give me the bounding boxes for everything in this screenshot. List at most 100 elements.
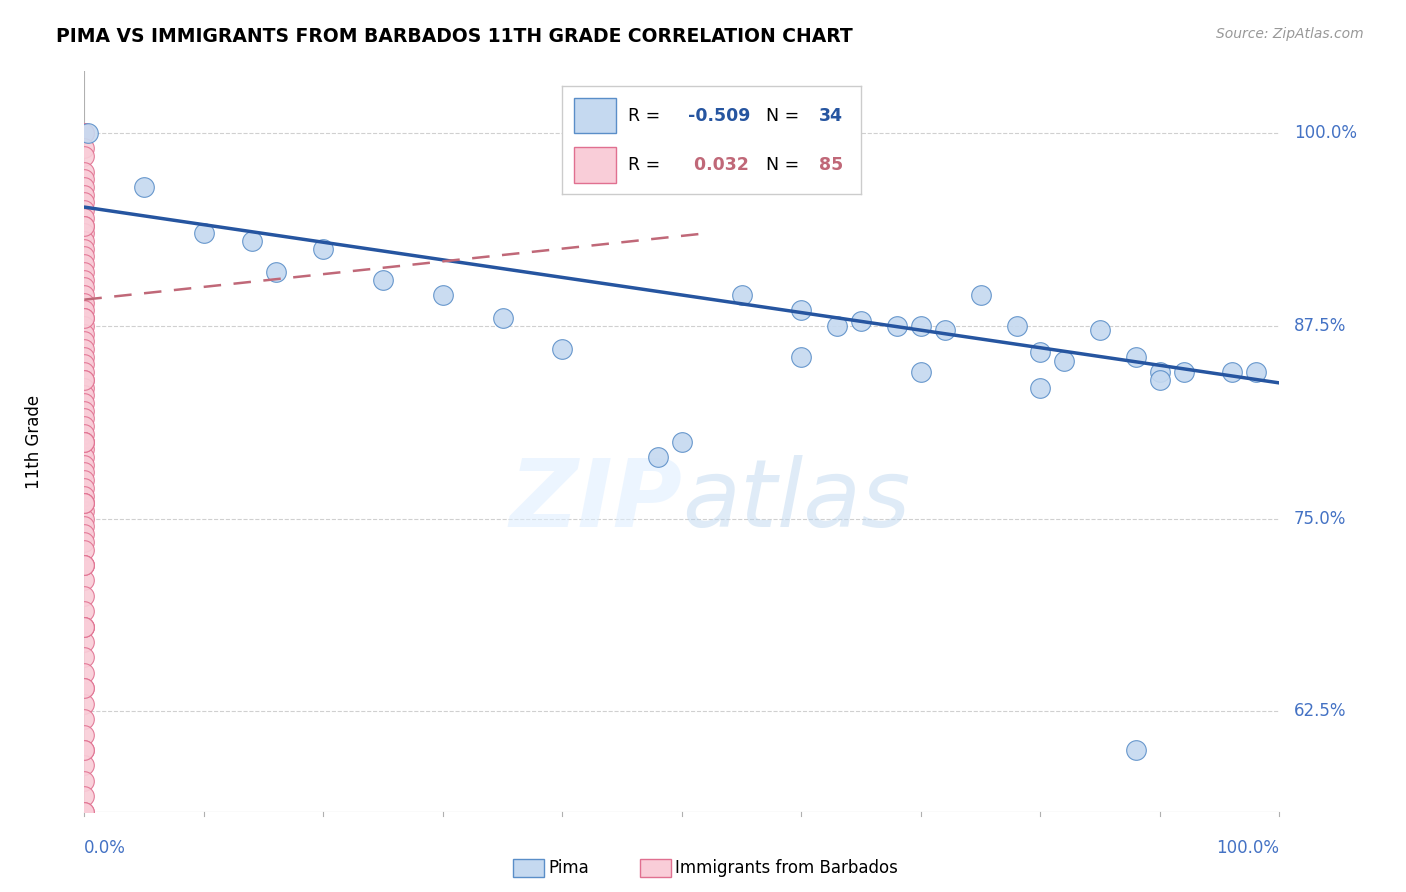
- Point: [73, 473, 96, 487]
- Point: [373, 272, 395, 286]
- Text: 87.5%: 87.5%: [1294, 317, 1346, 334]
- Point: [73, 665, 96, 680]
- Point: [73, 126, 96, 140]
- Point: [73, 195, 96, 210]
- Point: [73, 219, 96, 233]
- Point: [73, 434, 96, 449]
- Text: Source: ZipAtlas.com: Source: ZipAtlas.com: [1216, 27, 1364, 41]
- Point: [73, 180, 96, 194]
- Point: [264, 265, 287, 279]
- Point: [73, 466, 96, 480]
- Point: [1090, 324, 1112, 338]
- Point: [73, 650, 96, 665]
- Point: [73, 511, 96, 525]
- Point: [73, 396, 96, 410]
- Point: [73, 380, 96, 394]
- Point: [551, 342, 574, 356]
- Text: 100.0%: 100.0%: [1216, 839, 1279, 857]
- Point: [73, 620, 96, 634]
- Point: [73, 574, 96, 588]
- Point: [1244, 365, 1267, 379]
- Point: [1053, 354, 1076, 368]
- Point: [73, 697, 96, 711]
- Point: [73, 334, 96, 349]
- Point: [73, 758, 96, 772]
- Point: [73, 288, 96, 302]
- Point: [910, 365, 932, 379]
- Point: [647, 450, 669, 464]
- Point: [73, 373, 96, 387]
- Point: [910, 318, 932, 333]
- Point: [73, 589, 96, 603]
- Text: 100.0%: 100.0%: [1294, 124, 1357, 142]
- Point: [73, 141, 96, 155]
- Point: [73, 604, 96, 618]
- Point: [73, 311, 96, 326]
- Point: [73, 489, 96, 503]
- Point: [73, 519, 96, 533]
- Point: [827, 318, 849, 333]
- Point: [73, 681, 96, 696]
- Point: [73, 342, 96, 356]
- Point: [73, 358, 96, 372]
- Point: [73, 373, 96, 387]
- Point: [970, 288, 993, 302]
- Point: [73, 280, 96, 294]
- Point: [73, 442, 96, 457]
- Text: 0.0%: 0.0%: [84, 839, 127, 857]
- Point: [73, 149, 96, 163]
- Point: [73, 311, 96, 326]
- Point: [73, 558, 96, 572]
- Text: 11th Grade: 11th Grade: [25, 394, 44, 489]
- Point: [1005, 318, 1028, 333]
- Point: [73, 805, 96, 819]
- Text: Pima: Pima: [548, 859, 589, 877]
- Point: [73, 434, 96, 449]
- Point: [73, 365, 96, 379]
- Point: [73, 805, 96, 819]
- Point: [432, 288, 454, 302]
- Point: [73, 295, 96, 310]
- Point: [73, 496, 96, 510]
- Point: [73, 620, 96, 634]
- Point: [73, 558, 96, 572]
- Point: [73, 250, 96, 264]
- Point: [73, 496, 96, 510]
- Point: [73, 789, 96, 804]
- Point: [73, 481, 96, 495]
- Point: [73, 450, 96, 464]
- Text: Immigrants from Barbados: Immigrants from Barbados: [675, 859, 898, 877]
- Point: [312, 242, 335, 256]
- Point: [73, 265, 96, 279]
- Point: [1029, 345, 1052, 359]
- Point: [73, 303, 96, 318]
- Point: [492, 311, 515, 326]
- Point: [73, 257, 96, 271]
- Point: [790, 350, 813, 364]
- Point: [73, 203, 96, 218]
- Point: [1149, 365, 1171, 379]
- Point: [73, 326, 96, 341]
- Point: [731, 288, 754, 302]
- Point: [73, 743, 96, 757]
- Point: [671, 434, 693, 449]
- Point: [73, 712, 96, 726]
- Point: [73, 558, 96, 572]
- Point: [73, 411, 96, 425]
- Point: [73, 211, 96, 225]
- Point: [790, 303, 813, 318]
- Point: [240, 234, 263, 248]
- Point: [73, 219, 96, 233]
- Point: [1149, 373, 1171, 387]
- Point: [1173, 365, 1195, 379]
- Text: atlas: atlas: [682, 455, 910, 546]
- Point: [73, 534, 96, 549]
- Point: [73, 272, 96, 286]
- Point: [73, 172, 96, 186]
- Point: [73, 318, 96, 333]
- Point: [73, 187, 96, 202]
- Point: [73, 403, 96, 417]
- Point: [73, 504, 96, 518]
- Text: PIMA VS IMMIGRANTS FROM BARBADOS 11TH GRADE CORRELATION CHART: PIMA VS IMMIGRANTS FROM BARBADOS 11TH GR…: [56, 27, 853, 45]
- Point: [1125, 743, 1147, 757]
